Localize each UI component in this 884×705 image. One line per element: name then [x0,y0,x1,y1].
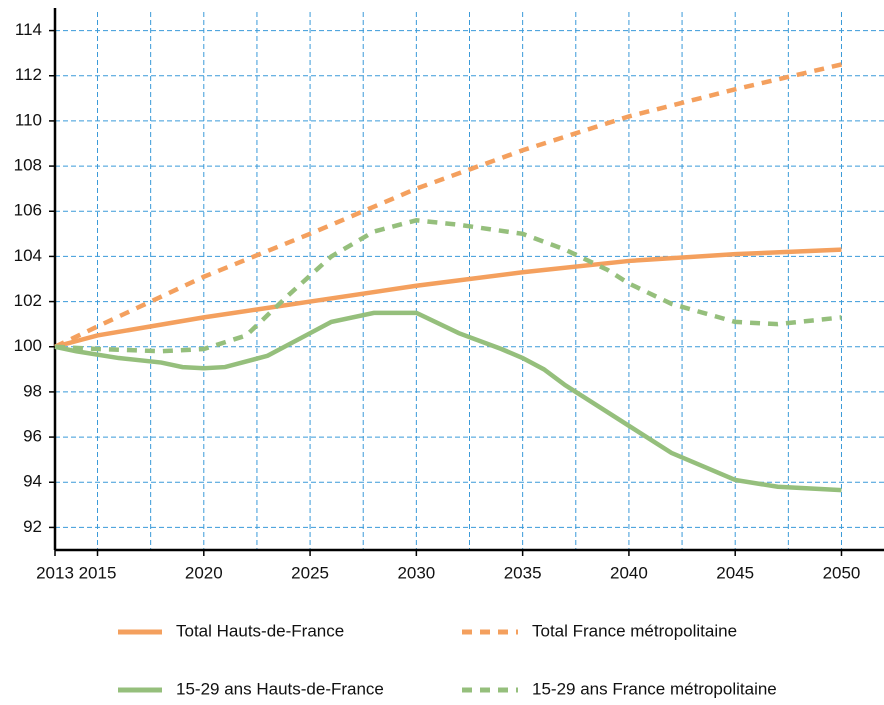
y-tick-label: 102 [14,291,42,310]
y-tick-label: 92 [23,517,42,536]
x-tick-label: 2035 [504,563,542,582]
series-line [54,310,842,493]
y-tick-label: 96 [23,427,42,446]
y-tick-label: 100 [14,336,42,355]
y-tick-label: 114 [15,20,42,39]
legend-label: Total France métropolitaine [532,621,737,640]
x-tick-label: 2030 [397,563,435,582]
y-tick-label: 108 [14,156,42,175]
x-tick-label: 2025 [291,563,329,582]
x-tick-label: 2015 [79,563,117,582]
series-line [54,218,842,354]
x-tick-label: 2013 [36,563,74,582]
x-tick-label: 2050 [823,563,861,582]
y-tick-label: 110 [15,110,42,129]
y-tick-label: 98 [23,381,42,400]
x-tick-label: 2020 [185,563,223,582]
y-tick-label: 104 [14,246,42,265]
x-tick-label: 2040 [610,563,648,582]
y-tick-label: 112 [15,65,42,84]
legend-label: Total Hauts-de-France [176,621,344,640]
series-line [54,62,842,349]
legend-label: 15-29 ans Hauts-de-France [176,679,384,698]
y-tick-label: 94 [23,472,42,491]
series-line [54,247,842,349]
y-tick-label: 106 [14,201,42,220]
x-tick-label: 2045 [716,563,754,582]
legend-label: 15-29 ans France métropolitaine [532,679,777,698]
